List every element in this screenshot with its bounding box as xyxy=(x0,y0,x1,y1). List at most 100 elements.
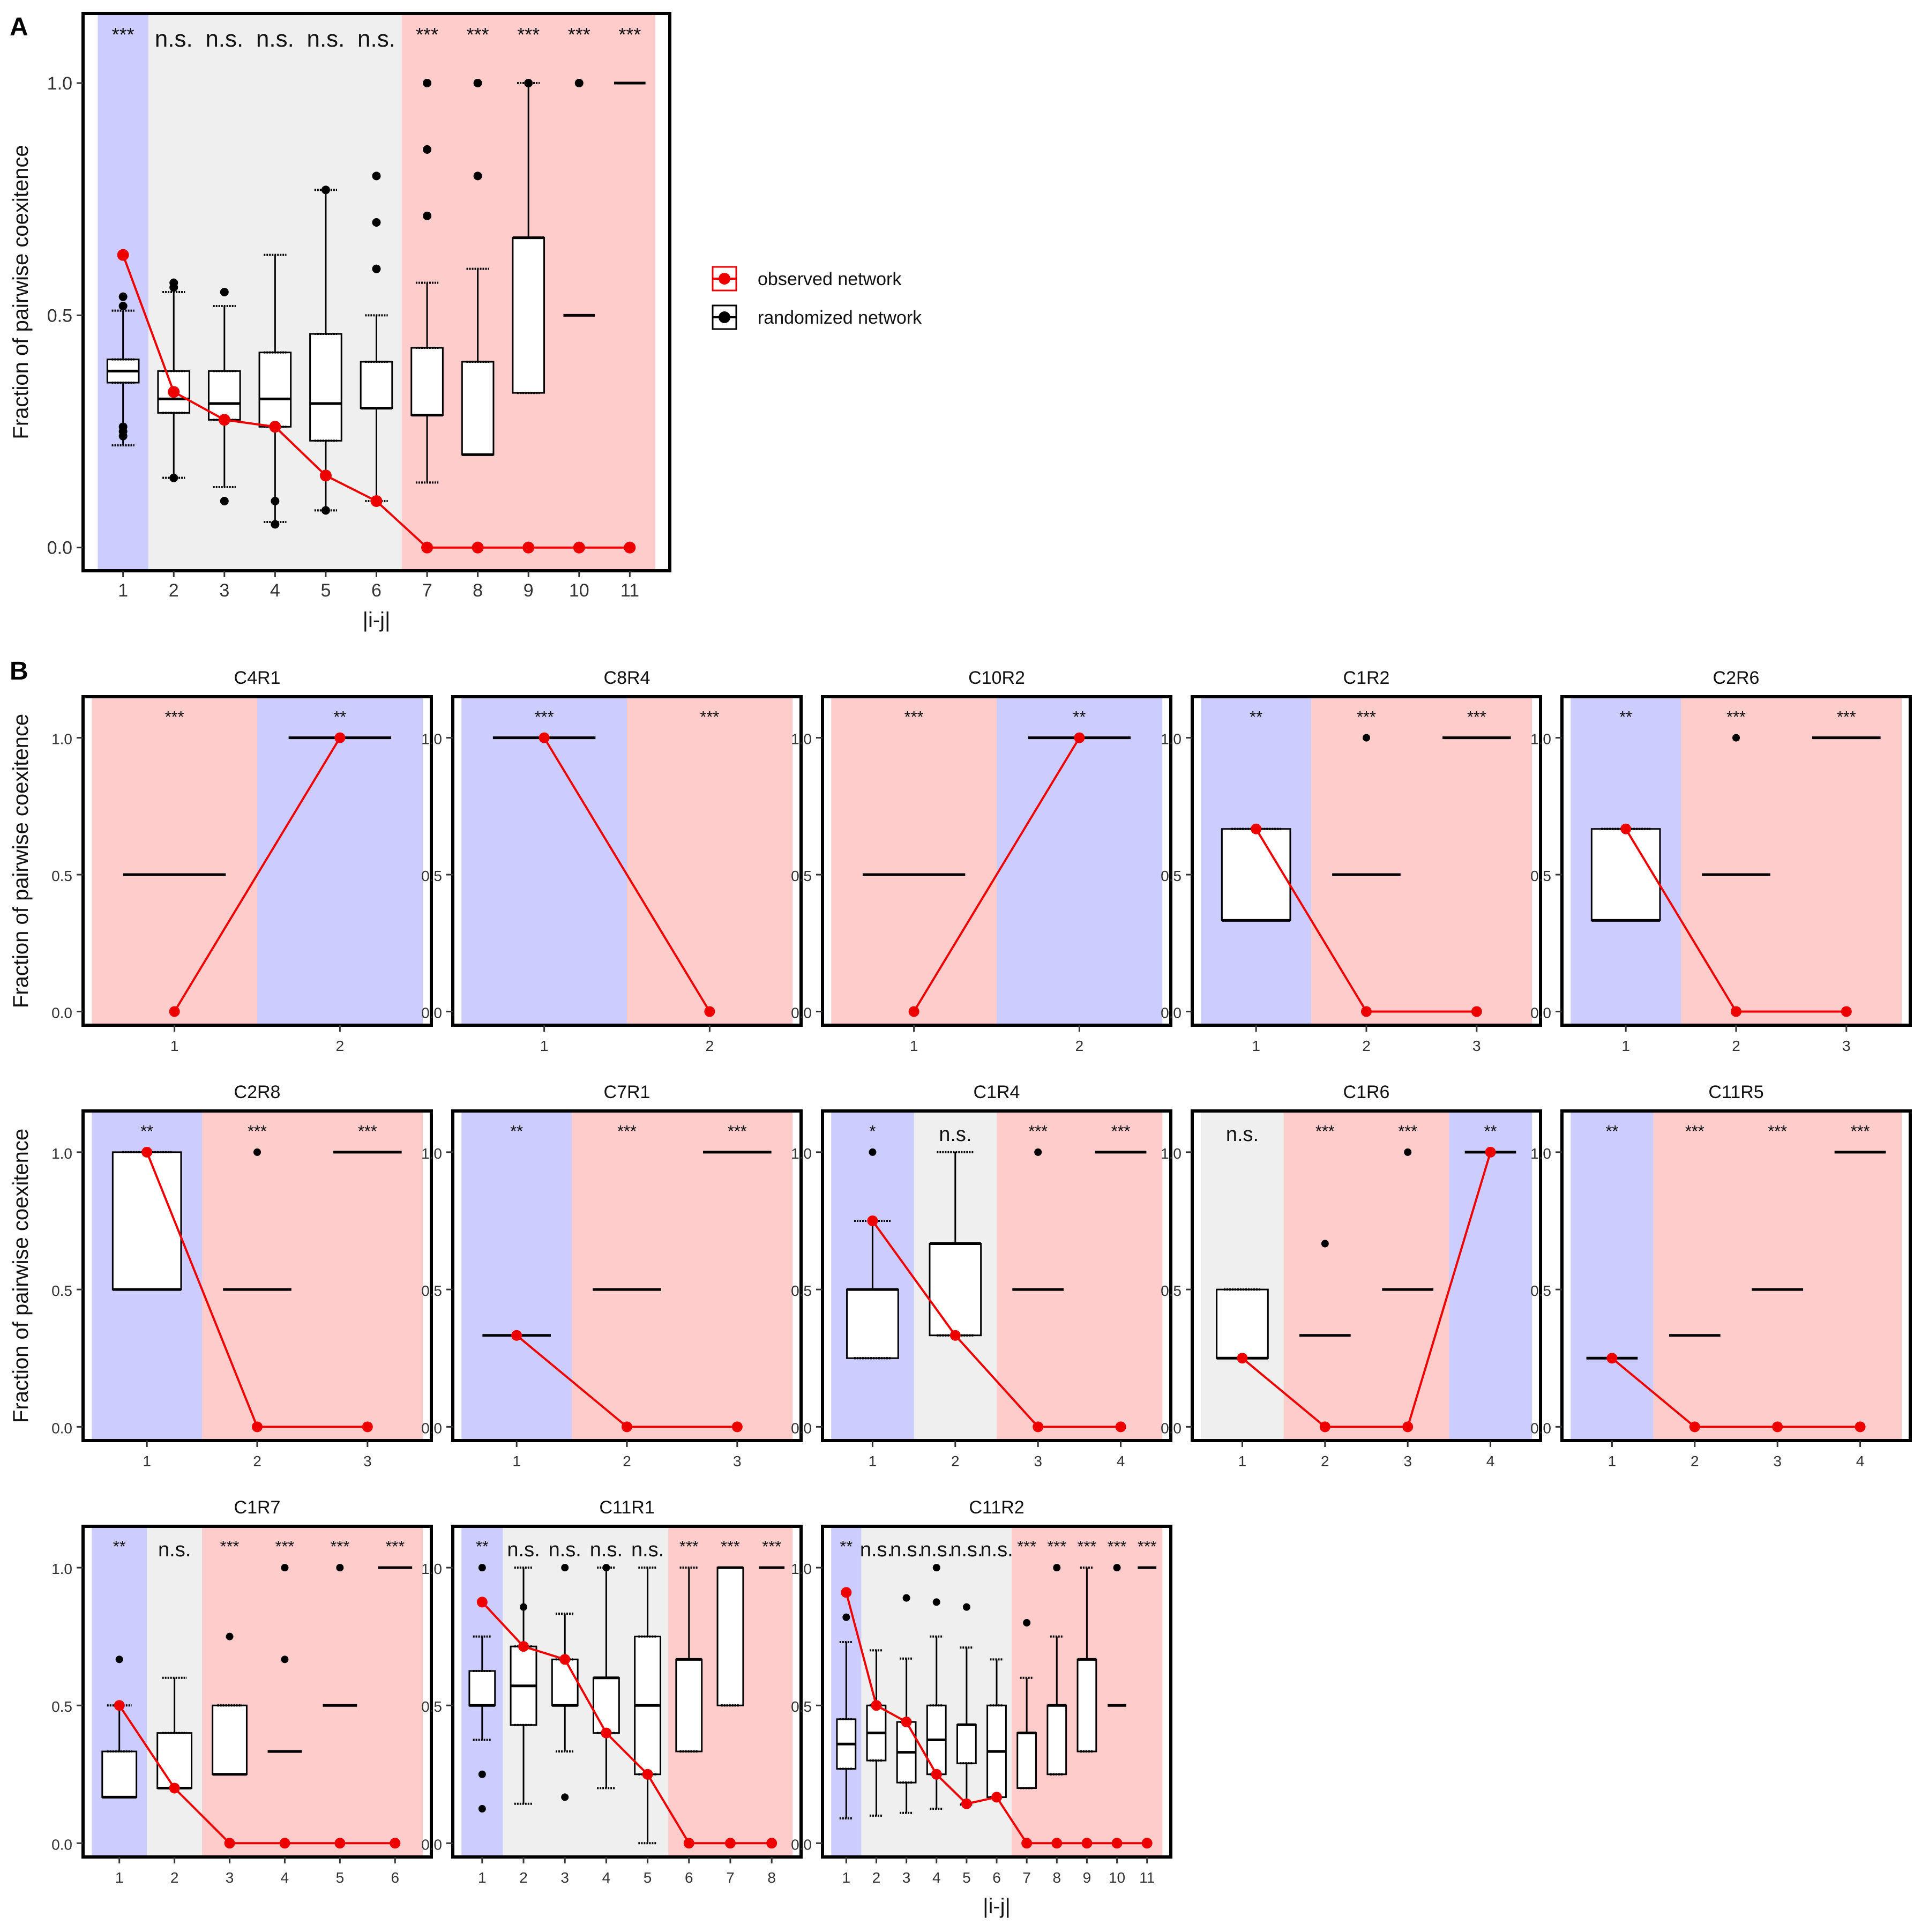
box-1 xyxy=(1216,1288,1269,1360)
outlier-point xyxy=(1034,1148,1042,1156)
x-tick-label: 9 xyxy=(524,580,534,601)
randomized-points xyxy=(721,1567,740,1707)
y-tick-label: 0.0 xyxy=(47,538,72,558)
significance-label: *** xyxy=(535,708,554,726)
band-3 xyxy=(1421,697,1532,1025)
y-axis-label: Fraction of pairwise coexitence xyxy=(9,714,33,1008)
box-body xyxy=(1076,1658,1097,1752)
y-tick-label: 0.0 xyxy=(421,1836,442,1853)
facet-title: C8R4 xyxy=(604,668,651,688)
outlier-point xyxy=(478,1805,486,1813)
box-1 xyxy=(101,1704,138,1799)
x-tick-label: 2 xyxy=(1732,1038,1740,1054)
outlier-point xyxy=(574,79,584,87)
facet-title: C1R7 xyxy=(234,1497,281,1518)
x-tick-label: 1 xyxy=(910,1038,918,1054)
outlier-point xyxy=(1053,1564,1061,1572)
box-3 xyxy=(207,305,241,488)
y-tick-label: 0.5 xyxy=(791,1698,812,1715)
y-tick-label: 0.5 xyxy=(791,868,812,884)
significance-label: n.s. xyxy=(357,26,395,52)
y-tick-label: 0.5 xyxy=(1530,868,1551,884)
facet-title: C7R1 xyxy=(604,1082,651,1102)
x-tick-label: 5 xyxy=(644,1869,652,1886)
observed-point xyxy=(362,1421,373,1433)
y-tick-label: 0.5 xyxy=(421,868,442,884)
box-6 xyxy=(360,314,393,502)
x-tick-label: 4 xyxy=(1856,1453,1865,1469)
observed-point xyxy=(334,732,346,743)
significance-label: *** xyxy=(275,1538,295,1556)
observed-point xyxy=(1051,1838,1063,1849)
x-tick-label: 3 xyxy=(1034,1453,1042,1469)
observed-line xyxy=(118,1705,395,1845)
outlier-point xyxy=(561,1564,569,1572)
y-tick-label: 0.0 xyxy=(421,1420,442,1436)
box-8 xyxy=(1046,1635,1067,1776)
panel-border xyxy=(821,1109,1172,1442)
significance-label: *** xyxy=(618,24,641,46)
x-tick-label: 3 xyxy=(1472,1038,1481,1054)
legend: observed network randomized network xyxy=(712,266,922,330)
outlier-point xyxy=(1363,734,1370,742)
outlier-point xyxy=(902,1594,910,1602)
outlier-point xyxy=(220,497,229,505)
panel-border xyxy=(451,1525,803,1859)
band-10 xyxy=(554,13,605,571)
observed-point xyxy=(522,541,535,554)
significance-label: n.s. xyxy=(920,1539,953,1561)
box-body xyxy=(1590,828,1661,921)
x-tick-label: 10 xyxy=(1109,1869,1125,1886)
observed-line xyxy=(173,737,341,1012)
y-tick-label: 1.0 xyxy=(1161,731,1182,748)
y-tick-label: 1.0 xyxy=(421,1145,442,1162)
observed-point xyxy=(141,1146,153,1158)
band-2 xyxy=(257,697,423,1025)
y-tick-label: 0.0 xyxy=(1161,1420,1182,1436)
significance-label: n.s. xyxy=(1226,1123,1259,1146)
x-tick-label: 6 xyxy=(391,1869,400,1886)
randomized-points xyxy=(1223,1288,1261,1360)
observed-point xyxy=(518,1641,529,1652)
x-tick-label: 4 xyxy=(270,580,280,601)
observed-point xyxy=(624,541,636,554)
x-tick-label: 2 xyxy=(169,580,179,601)
outlier-point xyxy=(932,1564,940,1572)
box-4 xyxy=(592,1567,620,1789)
outlier-point xyxy=(478,1564,486,1572)
outlier-point xyxy=(271,520,280,529)
band-2 xyxy=(202,1111,313,1441)
outlier-point xyxy=(524,79,533,87)
significance-label: *** xyxy=(1028,1122,1048,1140)
box-body xyxy=(716,1567,744,1706)
significance-label: *** xyxy=(721,1538,740,1556)
band-5 xyxy=(312,1526,368,1857)
outlier-point xyxy=(478,1770,486,1778)
significance-label: ** xyxy=(1606,1122,1619,1140)
observed-point xyxy=(1471,1006,1482,1017)
box-3 xyxy=(551,1612,579,1753)
observed-point xyxy=(334,1838,346,1849)
box-3 xyxy=(212,1704,248,1776)
significance-label: *** xyxy=(1047,1538,1066,1556)
observed-point xyxy=(1361,1006,1372,1017)
box-6 xyxy=(675,1567,703,1753)
observed-point xyxy=(1731,1006,1741,1017)
significance-label: *** xyxy=(1726,708,1746,726)
outlier-point xyxy=(253,1148,261,1156)
box-body xyxy=(111,1151,182,1291)
observed-point xyxy=(319,469,332,482)
outlier-point xyxy=(423,145,432,154)
facet-title: C1R2 xyxy=(1343,668,1390,688)
x-tick-label: 1 xyxy=(1252,1038,1260,1054)
band-8 xyxy=(751,1526,793,1857)
x-tick-label: 2 xyxy=(706,1038,714,1054)
y-tick-label: 0.0 xyxy=(421,1004,442,1021)
observed-point xyxy=(573,541,585,554)
observed-point xyxy=(731,1421,743,1433)
observed-point xyxy=(1111,1838,1123,1849)
observed-point xyxy=(218,414,230,426)
box-1 xyxy=(468,1635,496,1741)
